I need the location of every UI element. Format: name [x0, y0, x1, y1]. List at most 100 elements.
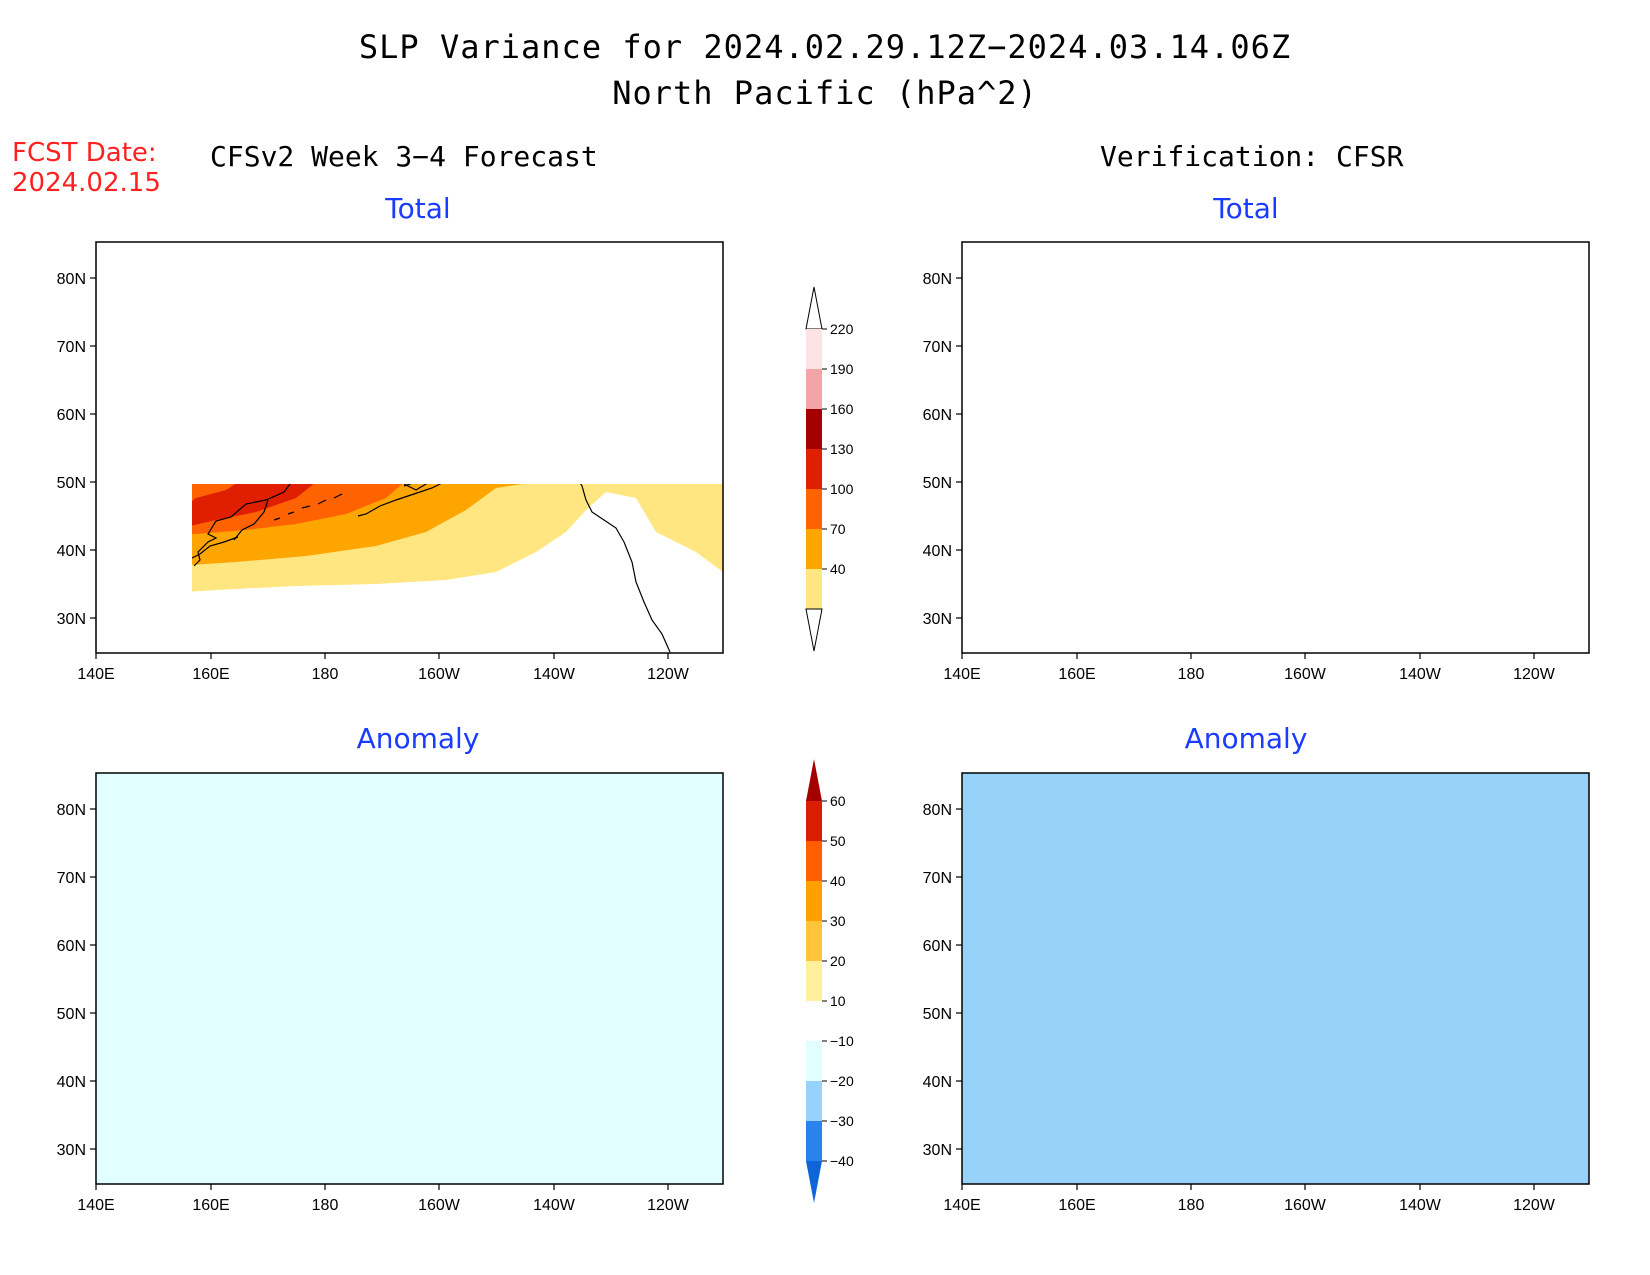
colorbar-swatch — [806, 1121, 822, 1161]
colorbar-swatch — [806, 1001, 822, 1041]
colorbar-level-label: 130 — [830, 441, 854, 457]
verification-column-title: Verification: CFSR — [1100, 140, 1404, 173]
colorbar-bottom-tip — [806, 1161, 822, 1203]
lon-tick-label: 160W — [1284, 1197, 1327, 1214]
forecast-column-title: CFSv2 Week 3−4 Forecast — [210, 140, 598, 173]
lon-tick-label: 160W — [418, 1197, 461, 1214]
colorbar-level-label: 40 — [830, 873, 846, 889]
forecast-anomaly-map — [95, 772, 724, 1185]
lat-tick-label: 80N — [923, 802, 952, 819]
colorbar-swatch — [806, 961, 822, 1001]
lon-tick-label: 160W — [1284, 666, 1327, 683]
verification-total-map — [961, 241, 1590, 654]
colorbar-level-label: 60 — [830, 793, 846, 809]
colorbar-bottom-tip — [805, 608, 823, 652]
forecast-total-title: Total — [385, 192, 451, 225]
lon-tick-label: 180 — [312, 1197, 339, 1214]
lat-tick-label: 70N — [923, 870, 952, 887]
lon-tick-label: 120W — [1513, 1197, 1556, 1214]
lat-tick-label: 40N — [57, 1074, 86, 1091]
total-colorbar: 40 70 100 130 160 190 220 — [805, 286, 854, 652]
lat-tick-label: 40N — [923, 1074, 952, 1091]
colorbar-level-label: 220 — [830, 321, 854, 337]
figure-title: SLP Variance for 2024.02.29.12Z−2024.03.… — [358, 28, 1292, 66]
colorbar-level-label: 20 — [830, 953, 846, 969]
colorbar-level-label: 160 — [830, 401, 854, 417]
lat-tick-label: 60N — [923, 938, 952, 955]
colorbar-swatch — [806, 329, 822, 369]
lat-tick-label: 40N — [923, 543, 952, 560]
lon-tick-label: 140E — [77, 666, 114, 683]
lat-tick-label: 70N — [923, 339, 952, 356]
colorbar-swatch — [806, 529, 822, 569]
lat-tick-label: 30N — [923, 611, 952, 628]
lat-tick-label: 60N — [57, 938, 86, 955]
colorbar-swatch — [806, 449, 822, 489]
lon-tick-label: 160W — [418, 666, 461, 683]
verification-total-title: Total — [1213, 192, 1279, 225]
figure-subtitle: North Pacific (hPa^2) — [612, 74, 1038, 112]
lat-tick-label: 60N — [57, 407, 86, 424]
lat-tick-label: 80N — [57, 271, 86, 288]
colorbar-level-label: 100 — [830, 481, 854, 497]
colorbar-level-label: 10 — [830, 993, 846, 1009]
lon-tick-label: 120W — [1513, 666, 1556, 683]
lon-tick-label: 140W — [533, 666, 576, 683]
forecast-anomaly-title: Anomaly — [356, 722, 480, 755]
lat-tick-label: 30N — [57, 1142, 86, 1159]
forecast-total-map — [95, 241, 724, 654]
verification-anomaly-map — [961, 772, 1590, 1185]
colorbar-swatch — [806, 409, 822, 449]
colorbar-level-label: 190 — [830, 361, 854, 377]
colorbar-swatch — [806, 801, 822, 841]
fcst-date-label: FCST Date: — [12, 138, 157, 168]
map-axes: 140E 160E 180 160W 140W 120W 80N 70N 60N 50N 40N 30… — [57, 271, 1556, 1214]
verification-anomaly-title: Anomaly — [1184, 722, 1308, 755]
lat-tick-label: 50N — [923, 1006, 952, 1023]
lon-tick-label: 160E — [1058, 1197, 1095, 1214]
lon-tick-label: 140W — [1399, 666, 1442, 683]
lat-tick-label: 50N — [923, 475, 952, 492]
colorbar-level-label: −30 — [830, 1113, 854, 1129]
colorbar-level-label: 40 — [830, 561, 846, 577]
lon-tick-label: 160E — [192, 1197, 229, 1214]
lat-tick-label: 70N — [57, 870, 86, 887]
colorbar-level-label: −10 — [830, 1033, 854, 1049]
lon-tick-label: 140E — [943, 1197, 980, 1214]
colorbar-swatch — [806, 881, 822, 921]
lat-tick-label: 60N — [923, 407, 952, 424]
lon-tick-label: 140E — [943, 666, 980, 683]
lon-tick-label: 180 — [312, 666, 339, 683]
lat-tick-label: 30N — [923, 1142, 952, 1159]
colorbar-level-label: 70 — [830, 521, 846, 537]
lon-tick-label: 180 — [1178, 1197, 1205, 1214]
lon-tick-label: 160E — [1058, 666, 1095, 683]
lon-tick-label: 160E — [192, 666, 229, 683]
fcst-date-value: 2024.02.15 — [12, 168, 161, 198]
colorbar-swatch — [806, 489, 822, 529]
colorbar-top-tip — [805, 286, 823, 330]
colorbar-swatch — [806, 1081, 822, 1121]
lat-tick-label: 80N — [923, 271, 952, 288]
lat-tick-label: 30N — [57, 611, 86, 628]
colorbar-level-label: 30 — [830, 913, 846, 929]
lat-tick-label: 80N — [57, 802, 86, 819]
lon-tick-label: 120W — [647, 1197, 690, 1214]
colorbar-swatch — [806, 841, 822, 881]
colorbar-swatch — [806, 369, 822, 409]
lon-tick-label: 140E — [77, 1197, 114, 1214]
colorbar-top-tip — [806, 759, 822, 801]
lon-tick-label: 180 — [1178, 666, 1205, 683]
lat-tick-label: 50N — [57, 475, 86, 492]
lon-tick-label: 140W — [533, 1197, 576, 1214]
colorbar-level-label: 50 — [830, 833, 846, 849]
lon-tick-label: 140W — [1399, 1197, 1442, 1214]
colorbar-level-label: −40 — [830, 1153, 854, 1169]
colorbar-swatch — [806, 1041, 822, 1081]
lat-tick-label: 50N — [57, 1006, 86, 1023]
colorbar-swatch — [806, 921, 822, 961]
lat-tick-label: 70N — [57, 339, 86, 356]
lat-tick-label: 40N — [57, 543, 86, 560]
anomaly-colorbar: −40 −30 −20 −10 10 20 30 40 50 60 — [806, 759, 854, 1203]
